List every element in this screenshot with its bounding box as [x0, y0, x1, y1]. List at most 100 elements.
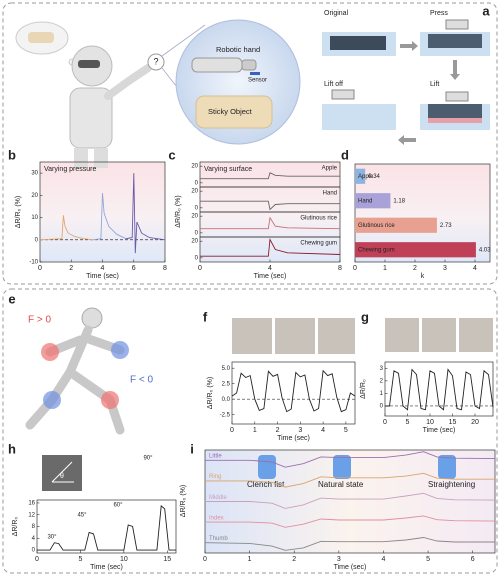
x-tick-label: 20: [471, 419, 479, 426]
line-series: [205, 451, 496, 468]
annotation: Lift off: [324, 81, 343, 88]
x-tick-label: 0: [230, 427, 234, 434]
annotation: ?: [153, 56, 158, 66]
value-label: 0.34: [368, 174, 380, 180]
x-axis-label: k: [421, 273, 425, 280]
x-tick-label: 0: [198, 265, 202, 272]
annotation: F > 0: [28, 315, 52, 326]
y-tick-label: 0: [195, 205, 199, 211]
x-axis-label: Time (sec): [90, 564, 123, 571]
line-series: [37, 505, 176, 551]
y-axis-label: ΔR/R₀ (%): [207, 377, 214, 409]
annotation: Original: [324, 10, 349, 17]
plot-frame: [384, 361, 494, 417]
x-tick-label: 5: [406, 419, 410, 426]
photo-insets: [42, 318, 493, 491]
line-series: [200, 237, 341, 257]
x-tick-label: 0: [38, 265, 42, 272]
bar-category-label: Hand: [358, 198, 372, 204]
y-tick-label: 0.0: [222, 397, 231, 403]
x-tick-label: 2: [292, 556, 296, 563]
robot-illustration: [15, 19, 301, 168]
x-axis-label: Time (sec): [86, 273, 119, 280]
series-label: Glutinous rice: [300, 216, 337, 222]
y-tick-label: 0: [195, 230, 199, 236]
x-tick-label: 0: [35, 556, 39, 563]
x-tick-label: 2: [276, 427, 280, 434]
x-tick-label: 4: [321, 427, 325, 434]
x-tick-label: 3: [337, 556, 341, 563]
panel-label: g: [361, 309, 369, 324]
annotation: Sensor: [248, 78, 267, 84]
annotation: 45°: [77, 513, 87, 519]
plot-frame: [231, 361, 356, 425]
line-series: [205, 472, 495, 488]
annotation: 90°: [143, 456, 153, 462]
line-series: [125, 173, 166, 254]
y-tick-label: -2.5: [220, 412, 231, 418]
annotation: Lift: [430, 81, 439, 88]
panel-label: d: [341, 147, 349, 162]
runner-illustration: [25, 307, 129, 435]
plot-frame: [36, 499, 177, 554]
x-tick-label: 4: [382, 556, 386, 563]
panel-label: f: [203, 309, 208, 324]
value-label: 2.73: [440, 223, 452, 229]
series-label: Thumb: [209, 536, 228, 542]
y-tick-label: 0: [195, 180, 199, 186]
y-tick-label: 20: [191, 189, 198, 195]
y-tick-label: -10: [29, 260, 38, 266]
annotation: Sticky Object: [208, 107, 253, 116]
y-tick-label: 5.0: [222, 366, 231, 372]
x-tick-label: 10: [120, 556, 128, 563]
x-tick-label: 6: [471, 556, 475, 563]
x-tick-label: 5: [344, 427, 348, 434]
y-axis-label: ΔR/R₀: [12, 517, 19, 537]
y-tick-label: 8: [32, 524, 36, 530]
value-label: 4.03: [479, 247, 491, 253]
y-tick-label: 16: [28, 501, 35, 507]
annotation: Straightening: [428, 480, 475, 489]
chart-title: Varying surface: [204, 166, 252, 173]
x-tick-label: 6: [132, 265, 136, 272]
x-tick-label: 8: [338, 265, 342, 272]
y-tick-label: 20: [31, 193, 38, 199]
line-series: [385, 368, 494, 411]
line-series: [93, 193, 127, 241]
bar: [355, 168, 366, 184]
series-label: Middle: [209, 495, 227, 501]
plot-frame: [354, 163, 491, 263]
x-tick-label: 2: [69, 265, 73, 272]
y-axis-label: ΔR/R₀ (%): [15, 196, 22, 228]
annotation: Clench fist: [247, 480, 285, 489]
chart-title: Varying pressure: [44, 166, 97, 173]
y-tick-label: 12: [28, 512, 35, 518]
x-tick-label: 0: [203, 556, 207, 563]
line-series: [205, 492, 496, 509]
process-illustration: [322, 19, 490, 145]
panel-label: i: [190, 441, 194, 456]
annotation: Natural state: [318, 480, 364, 489]
x-tick-label: 4: [473, 265, 477, 272]
y-tick-label: 20: [191, 164, 198, 170]
x-axis-label: Time (sec): [254, 273, 287, 280]
x-tick-label: 0: [353, 265, 357, 272]
y-axis-label: ΔR/R₀: [360, 379, 367, 399]
x-tick-label: 2: [413, 265, 417, 272]
x-tick-label: 15: [449, 419, 457, 426]
bar: [355, 242, 476, 258]
y-tick-label: 3: [380, 366, 384, 372]
y-axis-label: ΔR/R₀ (%): [175, 195, 182, 227]
x-axis-label: Time (sec): [423, 427, 456, 434]
series-label: Little: [209, 454, 222, 460]
bar: [355, 217, 437, 233]
x-tick-label: 1: [253, 427, 257, 434]
panel-background: [40, 162, 165, 262]
x-tick-label: 5: [78, 556, 82, 563]
x-tick-label: 1: [248, 556, 252, 563]
panel-label: b: [8, 147, 16, 162]
y-tick-label: 0: [380, 404, 384, 410]
y-axis-label: ΔR/R₀ (%): [180, 485, 187, 517]
